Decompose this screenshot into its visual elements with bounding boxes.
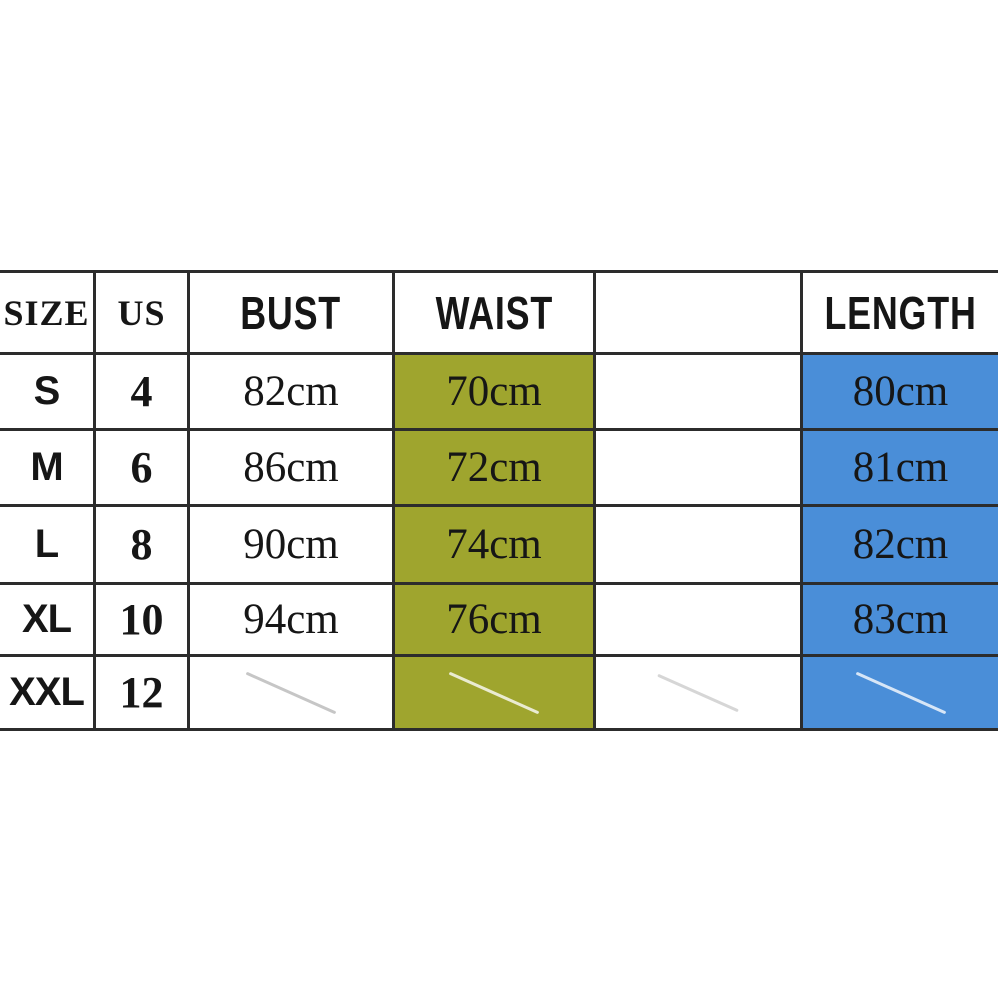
cell-length: 82cm [803, 507, 998, 585]
crossed-out-mark [448, 671, 540, 714]
cell-waist: 70cm [395, 355, 596, 431]
crossed-out-mark [657, 673, 739, 712]
header-waist: WAIST [395, 273, 596, 355]
cell-us: 4 [96, 355, 190, 431]
cell-bust: 86cm [190, 431, 395, 507]
table-row-m: M 6 86cm 72cm 81cm [0, 431, 998, 507]
cell-bust: 94cm [190, 585, 395, 657]
cell-length: 81cm [803, 431, 998, 507]
size-chart-table: SIZE US BUST WAIST LENGTH S 4 82cm 70cm … [0, 270, 998, 731]
cell-waist: 74cm [395, 507, 596, 585]
header-bust-label: BUST [240, 286, 342, 339]
cell-bust: 82cm [190, 355, 395, 431]
cell-length: 83cm [803, 585, 998, 657]
cell-length-crossed [803, 657, 998, 731]
header-unlabeled [596, 273, 803, 355]
cell-bust-crossed [190, 657, 395, 731]
cell-us: 10 [96, 585, 190, 657]
header-size: SIZE [0, 273, 96, 355]
cell-us: 12 [96, 657, 190, 731]
table-header-row: SIZE US BUST WAIST LENGTH [0, 273, 998, 355]
cell-unlabeled [596, 507, 803, 585]
cell-waist: 72cm [395, 431, 596, 507]
crossed-out-mark [245, 671, 337, 714]
cell-size: M [0, 431, 96, 507]
cell-unlabeled [596, 355, 803, 431]
cell-length: 80cm [803, 355, 998, 431]
cell-unlabeled [596, 585, 803, 657]
cell-size: L [0, 507, 96, 585]
cell-unlabeled-crossed [596, 657, 803, 731]
cell-size: XL [0, 585, 96, 657]
cell-unlabeled [596, 431, 803, 507]
cell-waist: 76cm [395, 585, 596, 657]
header-us: US [96, 273, 190, 355]
table-row-l: L 8 90cm 74cm 82cm [0, 507, 998, 585]
table-row-s: S 4 82cm 70cm 80cm [0, 355, 998, 431]
table-row-xxl: XXL 12 [0, 657, 998, 731]
cell-size: S [0, 355, 96, 431]
cell-us: 8 [96, 507, 190, 585]
header-length: LENGTH [803, 273, 998, 355]
cell-waist-crossed [395, 657, 596, 731]
header-bust: BUST [190, 273, 395, 355]
table-row-xl: XL 10 94cm 76cm 83cm [0, 585, 998, 657]
header-length-label: LENGTH [824, 286, 977, 339]
cell-bust: 90cm [190, 507, 395, 585]
cell-us: 6 [96, 431, 190, 507]
crossed-out-mark [855, 671, 946, 714]
header-waist-label: WAIST [435, 286, 553, 339]
cell-size: XXL [0, 657, 96, 731]
